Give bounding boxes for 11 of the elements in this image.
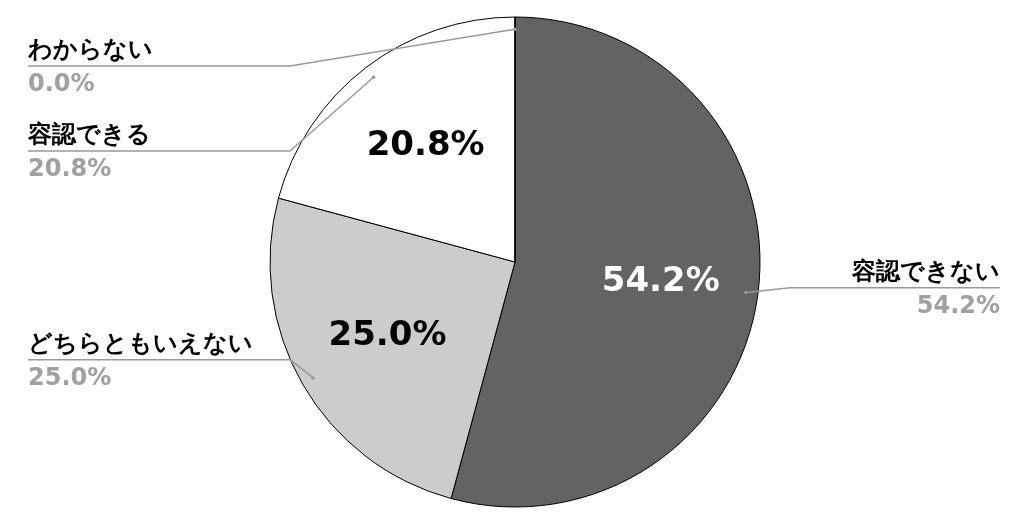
data-label: 54.2% xyxy=(601,259,720,300)
text: 20.8% xyxy=(28,154,112,182)
text: 0.0% xyxy=(28,69,95,97)
text: 25.0% xyxy=(28,362,112,391)
slice-label: どちらともいえない xyxy=(28,328,253,357)
slice-label: 容認できる xyxy=(27,120,151,148)
data-label: 25.0% xyxy=(328,313,447,354)
text: 54.2% xyxy=(916,290,1000,319)
slice-label: 容認できない xyxy=(851,256,1000,285)
data-label: 20.8% xyxy=(366,123,485,164)
category-label: わからない xyxy=(28,35,153,63)
